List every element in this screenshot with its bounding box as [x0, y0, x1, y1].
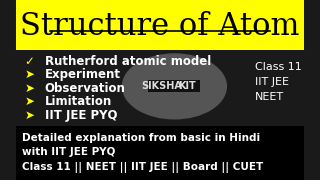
Text: Limitation: Limitation [44, 95, 112, 108]
Text: ➤: ➤ [24, 95, 34, 108]
Text: ✓: ✓ [24, 55, 34, 68]
Text: Experiment: Experiment [44, 68, 121, 81]
Text: Class 11
IIT JEE
NEET: Class 11 IIT JEE NEET [255, 62, 302, 102]
FancyBboxPatch shape [16, 126, 304, 180]
Text: KIT: KIT [179, 81, 196, 91]
Text: ➤: ➤ [24, 82, 34, 95]
Text: Observation: Observation [44, 82, 125, 95]
Text: Class 11 || NEET || IIT JEE || Board || CUET: Class 11 || NEET || IIT JEE || Board || … [21, 161, 263, 173]
Text: IIT JEE PYQ: IIT JEE PYQ [44, 109, 117, 122]
Circle shape [123, 54, 226, 119]
Text: ➤: ➤ [24, 68, 34, 81]
Text: Rutherford atomic model: Rutherford atomic model [44, 55, 211, 68]
FancyBboxPatch shape [16, 0, 304, 50]
Text: SIKSHA: SIKSHA [141, 81, 182, 91]
Text: ➤: ➤ [24, 109, 34, 122]
Text: with IIT JEE PYQ: with IIT JEE PYQ [21, 147, 115, 157]
Text: Structure of Atom: Structure of Atom [20, 11, 300, 42]
Text: Detailed explanation from basic in Hindi: Detailed explanation from basic in Hindi [21, 133, 260, 143]
FancyBboxPatch shape [148, 80, 200, 92]
